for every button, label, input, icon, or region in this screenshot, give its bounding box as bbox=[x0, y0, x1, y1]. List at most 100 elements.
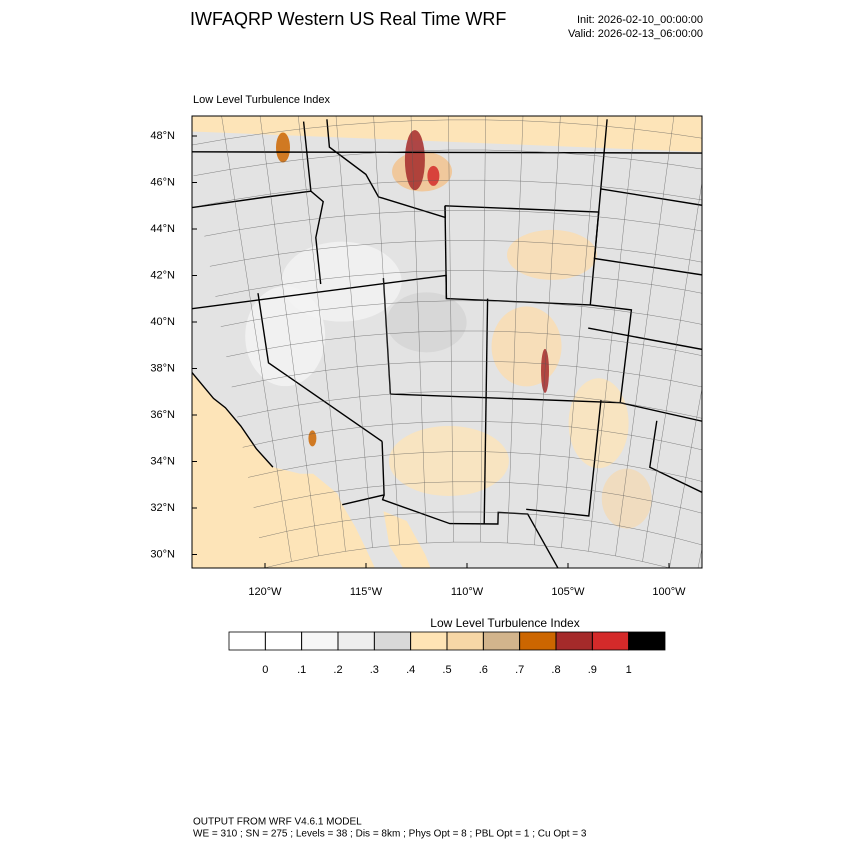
county-border bbox=[721, 433, 758, 463]
county-border bbox=[699, 199, 702, 201]
county-border bbox=[671, 133, 702, 139]
turbulence-patch bbox=[427, 165, 440, 186]
county-border bbox=[703, 523, 738, 553]
state-border bbox=[257, 293, 383, 442]
county-border bbox=[680, 320, 702, 325]
county-border bbox=[685, 289, 702, 294]
county-border bbox=[675, 350, 702, 356]
county-border bbox=[702, 364, 740, 394]
county-border bbox=[741, 153, 784, 183]
county-border bbox=[719, 274, 759, 304]
state-border bbox=[390, 393, 621, 404]
lat-tick-label: 38°N bbox=[150, 362, 175, 374]
colorbar-tick-label: .9 bbox=[588, 664, 597, 676]
county-border bbox=[713, 304, 752, 334]
colorbar-box bbox=[373, 631, 412, 651]
gulf bbox=[383, 511, 431, 568]
lon-tick-label: 105°W bbox=[551, 586, 585, 598]
county-border bbox=[777, 161, 820, 191]
title: IWFAQRP Western US Real Time WRF bbox=[190, 9, 506, 29]
state-border bbox=[483, 298, 489, 524]
lat-tick-label: 40°N bbox=[150, 316, 175, 328]
lon-tick-label: 120°W bbox=[248, 586, 282, 598]
state-border bbox=[588, 327, 702, 351]
colorbar-tick-label: .6 bbox=[479, 664, 488, 676]
terrain-shade bbox=[601, 468, 652, 529]
lat-tick-label: 32°N bbox=[150, 502, 175, 514]
state-border bbox=[444, 205, 448, 299]
county-border bbox=[685, 477, 702, 482]
county-border bbox=[746, 123, 789, 153]
county-border bbox=[448, 116, 486, 121]
state-border bbox=[600, 188, 702, 206]
state-border bbox=[649, 420, 702, 494]
init-time: Init: 2026-02-10_00:00:00 bbox=[577, 14, 703, 26]
terrain-shade bbox=[386, 292, 467, 353]
county-border bbox=[670, 380, 702, 388]
lat-tick-label: 36°N bbox=[150, 409, 175, 421]
turbulence-patch bbox=[308, 430, 317, 447]
terrain-shade bbox=[388, 425, 509, 496]
county-border bbox=[689, 259, 702, 263]
colorbar-box bbox=[446, 631, 484, 651]
colorbar-box bbox=[301, 631, 339, 651]
map bbox=[192, 116, 820, 568]
county-border bbox=[453, 481, 482, 513]
colorbar-box bbox=[519, 631, 557, 651]
footer-line: OUTPUT FROM WRF V4.6.1 MODEL bbox=[193, 817, 362, 828]
county-border bbox=[691, 447, 702, 451]
map-frame bbox=[191, 115, 703, 569]
lat-tick-label: 44°N bbox=[150, 223, 175, 235]
colorbar-box bbox=[591, 631, 630, 651]
turbulence-patch bbox=[276, 132, 290, 163]
county-border bbox=[708, 334, 746, 364]
colorbar-box bbox=[628, 631, 666, 651]
county-border bbox=[730, 213, 771, 243]
county-border bbox=[724, 244, 765, 274]
state-border bbox=[326, 119, 446, 219]
colorbar-box bbox=[555, 631, 593, 651]
state-border bbox=[593, 119, 702, 276]
county-border bbox=[674, 537, 702, 546]
county-border bbox=[734, 373, 772, 403]
state-border bbox=[620, 402, 702, 422]
lat-tick-label: 30°N bbox=[150, 548, 175, 560]
terrain-shade bbox=[245, 286, 326, 387]
colorbar-tick-label: 1 bbox=[626, 664, 632, 676]
colorbar-box bbox=[482, 631, 521, 651]
county-border bbox=[727, 403, 765, 433]
colorbar-box bbox=[264, 631, 303, 651]
colorbar-title: Low Level Turbulence Index bbox=[430, 616, 579, 630]
colorbar-box bbox=[410, 631, 448, 651]
valid-time: Valid: 2026-02-13_06:00:00 bbox=[568, 28, 703, 40]
lat-tick-label: 46°N bbox=[150, 176, 175, 188]
turbulence-patch bbox=[404, 130, 425, 191]
county-border bbox=[709, 116, 752, 146]
lon-tick-label: 110°W bbox=[451, 586, 484, 598]
colorbar-tick-label: .8 bbox=[551, 664, 560, 676]
colorbar-tick-label: 0 bbox=[262, 664, 268, 676]
colorbar-box bbox=[337, 631, 375, 651]
county-border bbox=[765, 222, 807, 252]
state-border bbox=[192, 190, 311, 209]
state-border bbox=[381, 494, 559, 568]
colorbar-box bbox=[228, 631, 266, 651]
lat-tick-label: 42°N bbox=[150, 269, 175, 281]
colorbar-tick-label: .4 bbox=[406, 664, 415, 676]
lon-tick-label: 100°W bbox=[652, 586, 686, 598]
county-border bbox=[758, 252, 799, 282]
county-border bbox=[752, 282, 793, 312]
state-border bbox=[302, 121, 324, 285]
colorbar-tick-label: .3 bbox=[370, 664, 379, 676]
county-border bbox=[715, 463, 751, 493]
lon-tick-label: 115°W bbox=[350, 586, 383, 598]
terrain-shade bbox=[491, 306, 562, 387]
county-border bbox=[669, 547, 702, 568]
footer-line: WE = 310 ; SN = 275 ; Levels = 38 ; Dis … bbox=[193, 829, 587, 840]
lat-tick-label: 34°N bbox=[150, 455, 175, 467]
county-border bbox=[740, 342, 779, 372]
lat-tick-label: 48°N bbox=[150, 130, 175, 142]
colorbar-tick-label: .2 bbox=[333, 664, 342, 676]
county-border bbox=[746, 312, 786, 342]
